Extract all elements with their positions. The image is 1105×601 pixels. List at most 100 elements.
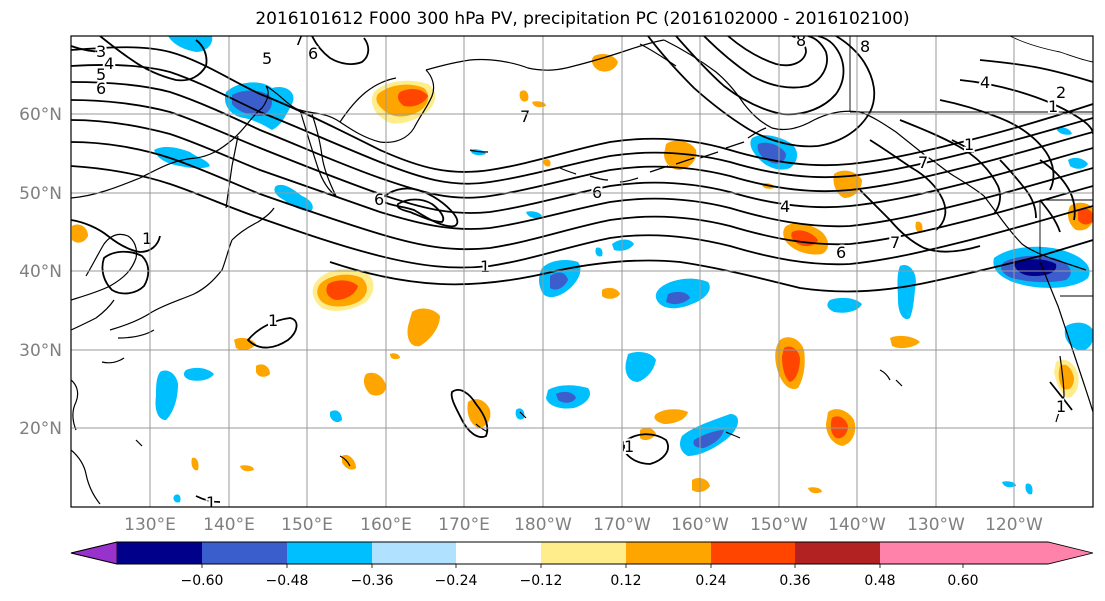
contour-label: 1: [624, 437, 634, 456]
colorbar-extend-min: [70, 541, 118, 565]
pos-precip-area: [467, 399, 491, 428]
neg-precip-area: [897, 264, 916, 320]
pos-precip-area: [326, 280, 358, 300]
pos-precip-area: [602, 287, 620, 299]
contour-label: 7: [918, 153, 928, 172]
lon-label: 150°E: [281, 515, 333, 535]
lon-label: 140°E: [203, 515, 255, 535]
contour-label: 6: [374, 190, 384, 209]
neg-precip-area: [625, 352, 656, 382]
pos-precip-area: [390, 353, 400, 360]
lon-label: 160°E: [360, 515, 412, 535]
pos-precip-area: [692, 478, 710, 493]
contour-label: 4: [780, 197, 790, 216]
map-contents: 3 4 5 6 5 6 7 6 6 1 1 1 7 8 8 4 1 2 7 6 …: [71, 30, 1093, 512]
contour-label: 7: [520, 107, 530, 126]
contour-label: 1: [206, 493, 216, 512]
graticule: [71, 36, 1093, 507]
neg-precip-area: [168, 36, 213, 52]
colorbar-segment: [541, 542, 626, 564]
neg-precip-area: [1002, 481, 1016, 488]
colorbar-segment: [287, 542, 372, 564]
neg-precip-area: [1014, 259, 1057, 276]
neg-precip-area: [595, 247, 603, 257]
contour-label: 2: [1056, 83, 1066, 102]
pos-precip-area: [407, 308, 440, 347]
contour-label: 8: [796, 31, 806, 50]
contour-label: 6: [308, 44, 318, 63]
colorbar-segment: [711, 542, 795, 564]
lon-label: 170°E: [438, 515, 490, 535]
colorbar-outline: [70, 541, 1094, 565]
coastlines: [71, 36, 1093, 505]
lon-label: 140°W: [828, 515, 886, 535]
contour-label: 1: [1048, 97, 1058, 116]
colorbar: −0.60 −0.48 −0.36 −0.24 −0.12 0.12 0.24 …: [70, 541, 1094, 589]
lon-label: 160°W: [671, 515, 729, 535]
neg-precip-area: [526, 211, 542, 219]
contour-label: 5: [262, 49, 272, 68]
lon-label: 150°W: [750, 515, 808, 535]
colorbar-segment: [117, 542, 202, 564]
pos-precip-area: [256, 364, 270, 377]
lon-label: 120°W: [985, 515, 1043, 535]
pos-precip-area: [830, 416, 848, 439]
map-title: 2016101612 F000 300 hPa PV, precipitatio…: [255, 9, 910, 29]
lon-label: 180°W: [514, 515, 572, 535]
neg-precip-area: [1068, 157, 1088, 169]
pos-precip-area: [397, 89, 428, 107]
pos-precip-area: [543, 159, 551, 167]
colorbar-tick-label: −0.12: [520, 573, 563, 589]
colorbar-tick-label: 0.24: [695, 573, 726, 589]
neg-precip-area: [1056, 127, 1072, 135]
neg-precip-area: [330, 410, 342, 423]
contour-label: 4: [104, 54, 114, 73]
colorbar-segment: [880, 542, 963, 564]
pos-precip-area: [654, 409, 688, 424]
pos-precip-area: [234, 337, 256, 351]
contour-label: 1: [268, 311, 278, 330]
contour-label-group: 3 4 5 6 5 6 7 6 6 1 1 1 7 8 8 4 1 2 7 6 …: [94, 30, 1068, 512]
pos-precip-area: [363, 372, 386, 396]
colorbar-segment: [202, 542, 287, 564]
pos-precip-area: [519, 90, 529, 102]
pos-precip-area: [191, 457, 199, 471]
contour-label: 1: [142, 229, 152, 248]
pos-precip-area: [915, 221, 923, 233]
neg-precip-area: [556, 391, 576, 403]
contour-label: 6: [836, 243, 846, 262]
pos-precip-area: [808, 487, 822, 494]
contour-label: 7: [890, 233, 900, 252]
contour-label: 1: [964, 135, 974, 154]
pos-precip-area: [240, 465, 254, 472]
pos-precip-area: [782, 346, 800, 382]
colorbar-tick-label: −0.48: [266, 573, 309, 589]
pos-precip-area: [342, 454, 356, 470]
map-frame: [70, 35, 1094, 508]
neg-precip-area: [693, 430, 724, 448]
lat-label: 30°N: [19, 341, 62, 361]
colorbar-segment: [626, 542, 711, 564]
lat-label: 50°N: [19, 184, 62, 204]
pos-precip-area: [1078, 208, 1093, 225]
colorbar-segment: [372, 542, 456, 564]
lon-label: 130°E: [124, 515, 176, 535]
neg-precip-area: [155, 370, 178, 420]
colorbar-tick-label: −0.36: [351, 573, 394, 589]
contour-label: 6: [96, 79, 106, 98]
neg-precip-area: [1025, 483, 1033, 495]
pos-precip-area: [591, 54, 618, 72]
colorbar-tick-label: 0.12: [610, 573, 641, 589]
colorbar-extend-max: [963, 542, 1093, 564]
contour-label: 1: [480, 257, 490, 276]
longitude-labels: 130°E 140°E 150°E 160°E 170°E 180°W 170°…: [124, 515, 1043, 535]
neg-precip-area: [274, 184, 313, 212]
colorbar-tick-label: 0.60: [947, 573, 978, 589]
lat-label: 40°N: [19, 262, 62, 282]
pos-precip-area: [664, 140, 697, 170]
contour-label: 7: [294, 30, 304, 49]
neg-precip-area: [666, 291, 690, 305]
neg-precip-area: [154, 146, 210, 169]
neg-precip-area: [183, 367, 214, 381]
